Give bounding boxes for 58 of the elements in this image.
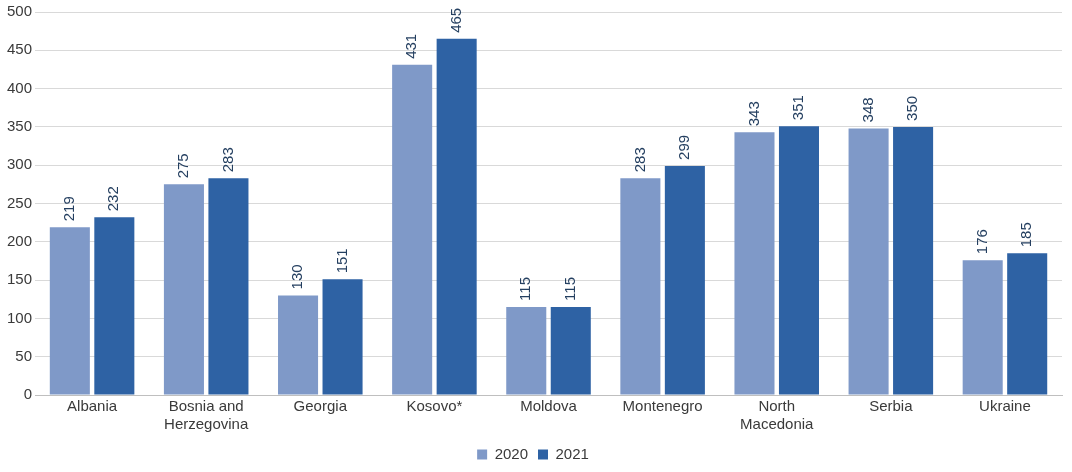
bar: [436, 38, 477, 395]
y-tick-label: 400: [7, 78, 33, 96]
data-label: 232: [104, 186, 122, 212]
y-tick-label: 450: [7, 40, 33, 58]
y-tick-label: 500: [7, 2, 33, 20]
data-label: 219: [59, 196, 77, 222]
y-tick-label: 200: [7, 231, 33, 249]
data-label: 283: [630, 147, 648, 173]
bar: [94, 217, 135, 395]
y-tick-label: 100: [7, 308, 33, 326]
x-tick-label: North Macedonia: [740, 397, 815, 433]
x-tick-label: Kosovo*: [406, 397, 463, 415]
data-label: 350: [903, 95, 921, 121]
data-label: 343: [744, 101, 762, 127]
y-tick-label: 150: [7, 270, 33, 288]
data-label: 283: [218, 147, 236, 173]
bar: [848, 128, 889, 395]
data-label: 348: [858, 97, 876, 123]
bar: [734, 132, 775, 395]
bar: [322, 279, 363, 395]
y-tick-label: 350: [7, 117, 33, 135]
data-label: 176: [972, 229, 990, 255]
bar: [664, 165, 705, 395]
data-label: 151: [332, 248, 350, 274]
data-label: 275: [174, 153, 192, 179]
x-tick-label: Albania: [67, 397, 118, 415]
bar: [49, 227, 90, 395]
legend-label: 2020: [494, 444, 529, 462]
bar: [550, 306, 591, 395]
x-tick-label: Serbia: [869, 397, 914, 415]
data-label: 130: [288, 264, 306, 290]
legend-label: 2021: [555, 444, 589, 462]
y-tick-label: 300: [7, 155, 33, 173]
y-tick-label: 50: [15, 346, 33, 364]
x-tick-label: Ukraine: [979, 397, 1031, 415]
bar: [392, 64, 433, 395]
data-label: 431: [402, 33, 420, 59]
data-label: 185: [1017, 222, 1035, 248]
data-label: 465: [446, 7, 464, 33]
bar: [893, 126, 934, 395]
bar: [208, 178, 249, 395]
x-tick-label: Montenegro: [622, 397, 703, 415]
x-tick-label: Moldova: [520, 397, 578, 415]
x-tick-label: Bosnia and Herzegovina: [164, 397, 249, 433]
bar: [163, 184, 204, 395]
data-label: 115: [516, 276, 534, 301]
x-tick-label: Georgia: [293, 397, 348, 415]
bar: [278, 295, 319, 395]
data-label: 351: [789, 95, 807, 121]
y-tick-label: 0: [23, 385, 33, 403]
data-label: 115: [560, 276, 578, 301]
bar: [962, 260, 1003, 395]
y-tick-label: 250: [7, 193, 33, 211]
bar: [778, 126, 820, 395]
bar: [1007, 253, 1048, 395]
bar: [620, 178, 661, 395]
bar: [506, 306, 547, 395]
data-label: 299: [675, 134, 693, 160]
